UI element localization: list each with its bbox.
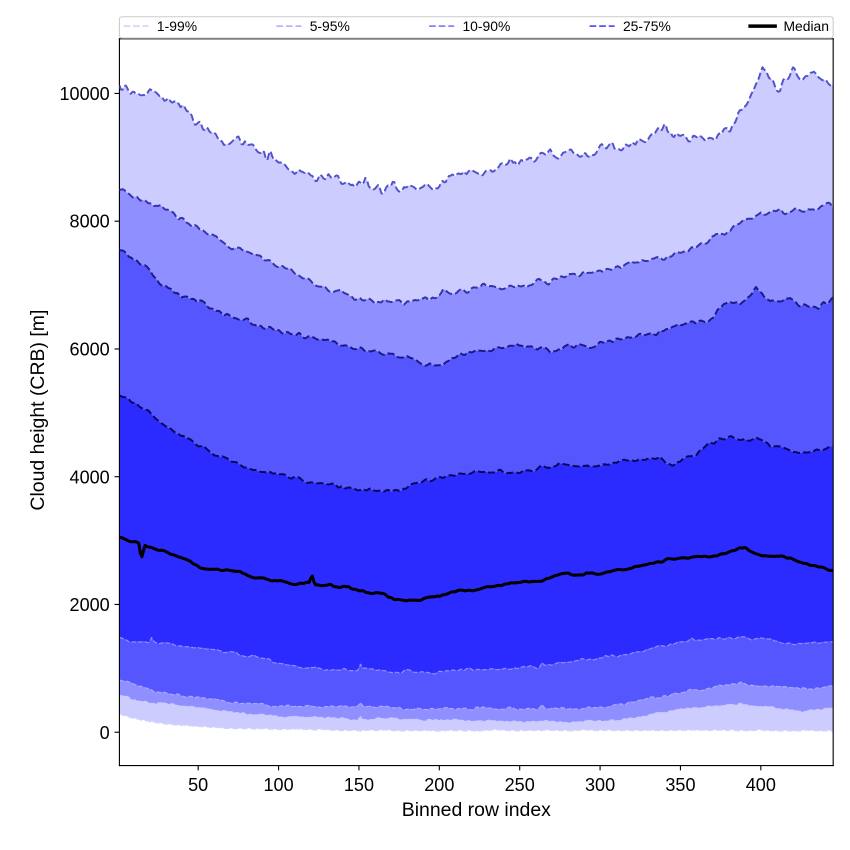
svg-text:0: 0 xyxy=(100,723,110,743)
svg-text:2000: 2000 xyxy=(70,595,110,615)
svg-text:6000: 6000 xyxy=(70,339,110,359)
svg-text:Cloud height (CRB) [m]: Cloud height (CRB) [m] xyxy=(27,310,49,511)
svg-text:5-95%: 5-95% xyxy=(310,18,350,34)
svg-text:350: 350 xyxy=(665,775,695,795)
svg-text:50: 50 xyxy=(188,775,208,795)
svg-text:10000: 10000 xyxy=(60,84,110,104)
svg-text:200: 200 xyxy=(424,775,454,795)
svg-text:10-90%: 10-90% xyxy=(462,18,510,34)
svg-text:300: 300 xyxy=(585,775,615,795)
svg-text:1-99%: 1-99% xyxy=(157,18,197,34)
svg-text:25-75%: 25-75% xyxy=(623,18,671,34)
svg-text:8000: 8000 xyxy=(70,212,110,232)
svg-text:250: 250 xyxy=(505,775,535,795)
svg-text:150: 150 xyxy=(344,775,374,795)
svg-text:100: 100 xyxy=(264,775,294,795)
svg-text:4000: 4000 xyxy=(70,467,110,487)
svg-text:Binned row index: Binned row index xyxy=(402,799,551,821)
svg-text:400: 400 xyxy=(746,775,776,795)
svg-text:Median: Median xyxy=(783,18,829,34)
